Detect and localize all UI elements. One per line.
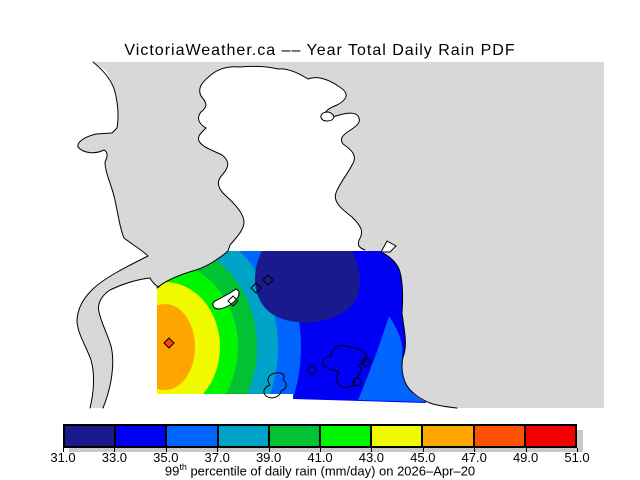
coastline-lagoon <box>352 377 362 387</box>
colorbar-cell-33.0-35.0 <box>116 426 168 446</box>
station-marker-diamond <box>262 274 274 286</box>
colorbar-tick <box>268 448 270 452</box>
colorbar-tick-label: 31.0 <box>50 450 76 465</box>
station-marker-diamond <box>306 364 318 376</box>
station-markers <box>163 274 372 376</box>
colorbar-tick-label: 45.0 <box>410 450 436 465</box>
contour-band-45-47 <box>157 304 195 390</box>
colorbar-tick-label: 41.0 <box>307 450 333 465</box>
colorbar-tick <box>474 448 476 452</box>
contour-band-31-33 <box>255 251 360 323</box>
plot-title: VictoriaWeather.ca –– Year Total Daily R… <box>124 42 516 59</box>
colorbar-cell-37.0-39.0 <box>218 426 270 446</box>
colorbar-cell-47.0-49.0 <box>474 426 526 446</box>
caption-number: 99 <box>164 463 180 479</box>
coastline-small-bay <box>263 372 287 399</box>
colorbar-cell-31.0-33.0 <box>65 426 117 446</box>
coastline-inlet-south-bank <box>98 277 160 409</box>
colorbar-tick <box>217 448 219 452</box>
coastlines <box>76 61 458 409</box>
colorbar <box>63 424 577 448</box>
colorbar-tick-label: 51.0 <box>564 450 590 465</box>
colorbar-tick <box>63 448 64 452</box>
colorbar-tick <box>114 448 116 452</box>
bay-islet <box>320 111 335 122</box>
colorbar-tick-label: 47.0 <box>461 450 487 465</box>
colorbar-cell-43.0-45.0 <box>372 426 424 446</box>
colorbar-caption: 99th percentile of daily rain (mm/day) o… <box>0 462 640 478</box>
colorbar-cell-39.0-41.0 <box>269 426 322 446</box>
colorbar-cell-41.0-43.0 <box>321 426 373 446</box>
colorbar-cell-49.0-51.0 <box>525 426 576 446</box>
spit-islet <box>212 288 240 310</box>
colorbar-tick <box>525 448 527 452</box>
colorbar-tick-label: 39.0 <box>255 450 282 465</box>
colorbar-tick <box>577 448 578 452</box>
coastline-west <box>76 61 149 409</box>
colorbar-tick-label: 49.0 <box>512 450 539 465</box>
station-marker-diamond <box>250 282 262 294</box>
northeast-islet <box>380 240 397 253</box>
colorbar-tick-label: 33.0 <box>101 450 128 465</box>
coastline-data-region-northwest <box>156 250 229 289</box>
colorbar-tick <box>422 448 424 452</box>
colorbar-cell-35.0-37.0 <box>167 426 219 446</box>
coastline-peninsula <box>198 65 366 252</box>
coastline-harbour <box>322 345 367 388</box>
colorbar-tick <box>165 448 167 452</box>
colorbar-tick <box>320 448 321 452</box>
colorbar-cell-45.0-47.0 <box>423 426 475 446</box>
colorbar-tick-label: 37.0 <box>204 450 230 465</box>
contour-field <box>157 251 426 403</box>
station-marker-diamond <box>360 356 372 368</box>
colorbar-tick-label: 43.0 <box>358 450 385 465</box>
caption-ordinal: th <box>179 462 187 472</box>
caption-text: percentile of daily rain (mm/day) on 202… <box>186 463 476 479</box>
station-marker-diamond <box>163 337 175 349</box>
colorbar-tick-label: 35.0 <box>153 450 179 465</box>
coastline-east <box>382 252 458 409</box>
colorbar-tick <box>371 448 373 452</box>
station-marker-diamond <box>227 295 239 307</box>
map-water <box>77 62 604 408</box>
